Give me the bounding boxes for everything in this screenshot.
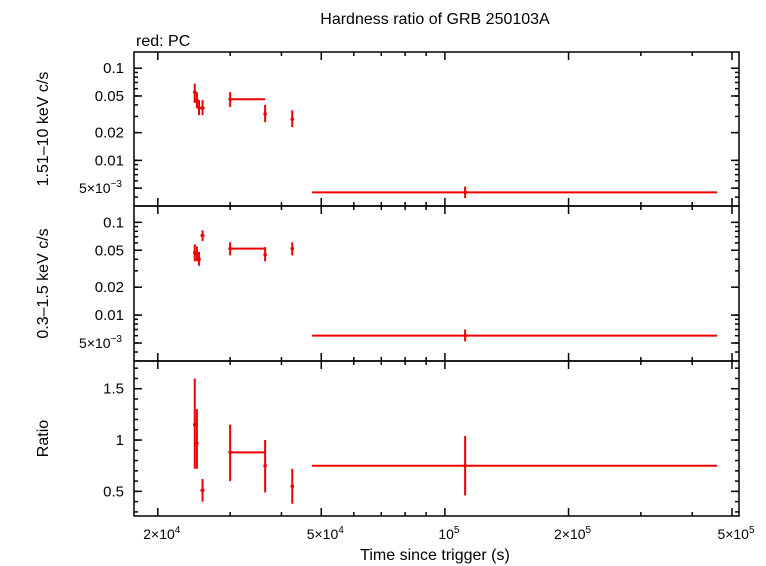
y-tick-label: 0.02 <box>95 279 124 296</box>
x-tick-label: 2×105 <box>554 525 592 542</box>
y-tick-label: 0.5 <box>103 483 124 500</box>
y-tick-label: 1 <box>116 432 124 449</box>
panel-3-y-axis-label: Ratio <box>35 420 52 457</box>
data-point <box>228 246 232 251</box>
y-tick-label: 0.1 <box>103 60 124 77</box>
data-point <box>192 422 197 427</box>
data-point <box>290 484 295 489</box>
y-tick-label: 5×10−3 <box>79 179 122 196</box>
x-tick-label: 105 <box>438 525 460 542</box>
y-tick-label: 0.05 <box>95 242 124 259</box>
data-point <box>263 252 267 257</box>
data-point <box>195 251 199 256</box>
x-tick-label: 2×104 <box>143 525 181 542</box>
plot-area: 0.1 0.05 0.02 0.01 5×10−3 1.51–10 keV c/s 0.1 0… <box>35 51 755 542</box>
panel-2-frame <box>133 205 740 362</box>
data-point <box>263 463 267 468</box>
data-point <box>290 117 295 121</box>
y-tick-label: 0.02 <box>95 125 124 142</box>
data-point <box>195 441 199 445</box>
data-point <box>290 246 295 251</box>
x-tick-label: 5×105 <box>717 525 755 542</box>
y-tick-label: 0.01 <box>95 307 124 324</box>
data-point <box>463 463 467 468</box>
data-point <box>228 97 232 102</box>
y-tick-label: 0.1 <box>103 214 124 231</box>
x-axis-label: Time since trigger (s) <box>360 547 510 564</box>
panel-3-frame <box>133 360 740 517</box>
y-tick-label: 1.5 <box>103 381 124 398</box>
panel-1-y-axis-label: 1.51–10 keV c/s <box>35 72 52 187</box>
data-point <box>200 106 205 110</box>
chart-title: Hardness ratio of GRB 250103A <box>320 11 550 28</box>
panel-2-y-axis-label: 0.3–1.5 keV c/s <box>35 228 52 338</box>
data-point <box>200 233 205 238</box>
data-point <box>192 90 197 94</box>
data-point <box>463 190 467 195</box>
data-point <box>463 333 467 338</box>
data-point <box>200 488 205 493</box>
panel-1-frame <box>133 51 740 207</box>
data-point <box>197 257 201 262</box>
y-tick-label: 0.01 <box>95 152 124 169</box>
data-point <box>195 98 199 102</box>
y-tick-label: 0.05 <box>95 88 124 105</box>
data-point <box>197 106 201 110</box>
legend-label: red: PC <box>136 33 190 50</box>
x-tick-label: 5×104 <box>307 525 345 542</box>
data-point <box>228 450 232 455</box>
y-tick-label: 5×10−3 <box>79 334 122 351</box>
data-point <box>263 112 267 116</box>
